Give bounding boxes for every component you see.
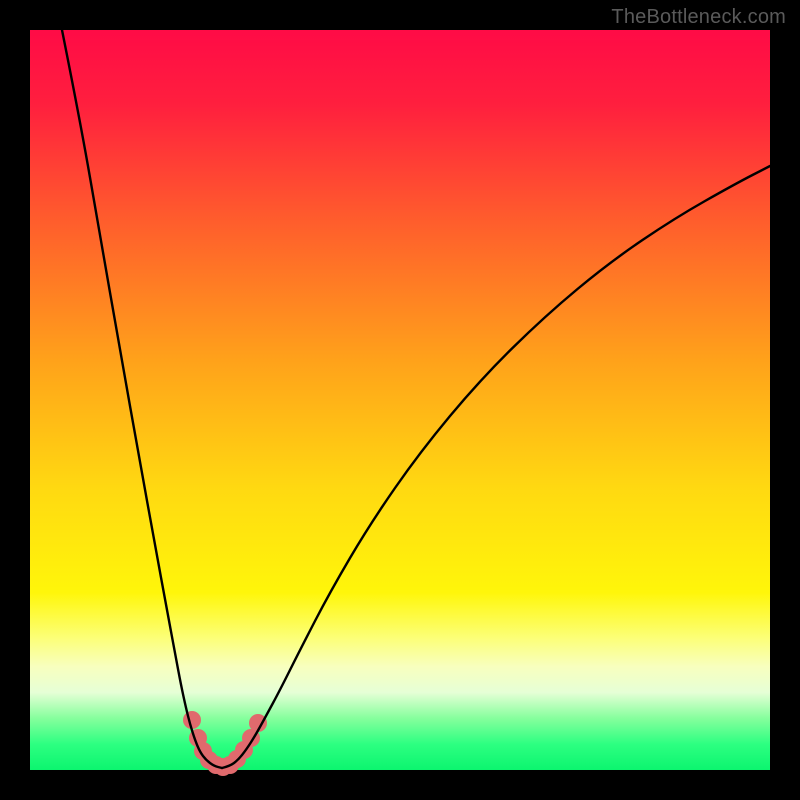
curve-overlay [0, 0, 800, 800]
chart-root: TheBottleneck.com [0, 0, 800, 800]
left-curve [62, 30, 222, 768]
outer-border [15, 15, 785, 785]
right-curve [222, 166, 770, 768]
watermark-text: TheBottleneck.com [611, 6, 786, 29]
